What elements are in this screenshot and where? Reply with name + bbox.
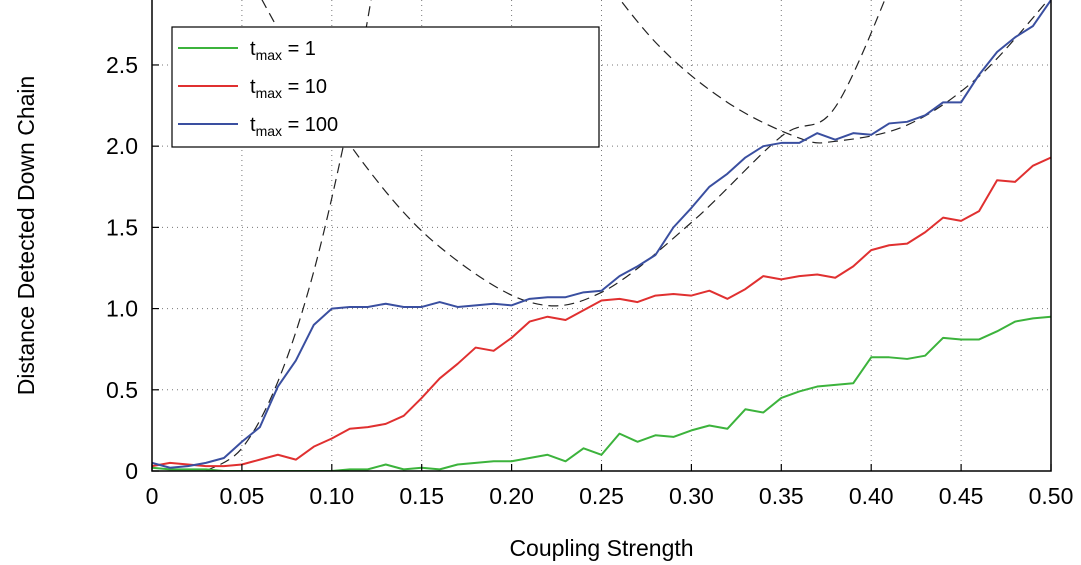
x-tick-label: 0.25 <box>579 483 624 509</box>
y-tick-label: 0.5 <box>106 377 138 403</box>
series-line <box>152 317 1051 471</box>
series-line <box>152 158 1051 467</box>
x-tick-label: 0.45 <box>939 483 984 509</box>
x-tick-label: 0.35 <box>759 483 804 509</box>
x-tick-label: 0.20 <box>489 483 534 509</box>
x-axis-title: Coupling Strength <box>509 535 693 561</box>
x-tick-label: 0.10 <box>309 483 354 509</box>
x-tick-label: 0.40 <box>849 483 894 509</box>
x-tick-label: 0.30 <box>669 483 714 509</box>
y-tick-label: 0 <box>125 458 138 484</box>
x-tick-label: 0.05 <box>220 483 265 509</box>
y-tick-label: 2.0 <box>106 133 138 159</box>
x-tick-label: 0.15 <box>399 483 444 509</box>
y-tick-label: 1.5 <box>106 214 138 240</box>
y-tick-label: 2.5 <box>106 52 138 78</box>
x-tick-label: 0.50 <box>1029 483 1074 509</box>
y-tick-label: 1.0 <box>106 296 138 322</box>
y-axis-title: Distance Detected Down Chain <box>13 76 39 396</box>
x-tick-label: 0 <box>146 483 159 509</box>
